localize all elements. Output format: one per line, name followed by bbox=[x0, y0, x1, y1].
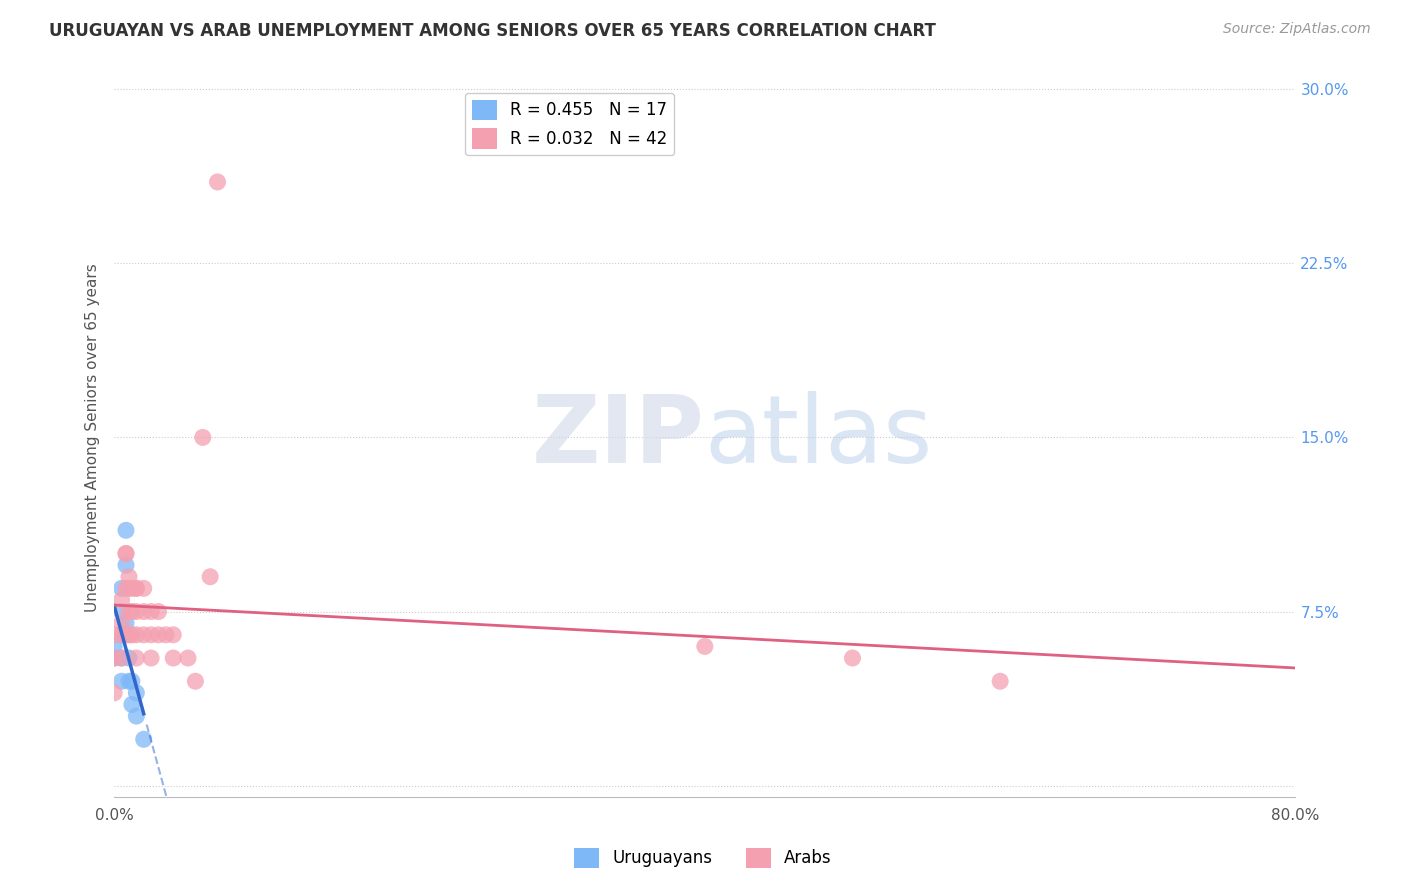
Point bbox=[841, 651, 863, 665]
Y-axis label: Unemployment Among Seniors over 65 years: Unemployment Among Seniors over 65 years bbox=[86, 263, 100, 612]
Point bbox=[191, 430, 214, 444]
Point bbox=[118, 628, 141, 642]
Point bbox=[115, 628, 138, 642]
Text: atlas: atlas bbox=[704, 392, 934, 483]
Point bbox=[207, 175, 229, 189]
Legend: R = 0.455   N = 17, R = 0.032   N = 42: R = 0.455 N = 17, R = 0.032 N = 42 bbox=[465, 93, 673, 155]
Point bbox=[115, 582, 138, 596]
Point bbox=[110, 616, 132, 631]
Point bbox=[139, 605, 162, 619]
Point bbox=[132, 582, 155, 596]
Point bbox=[121, 674, 143, 689]
Legend: Uruguayans, Arabs: Uruguayans, Arabs bbox=[568, 841, 838, 875]
Point bbox=[162, 628, 184, 642]
Point bbox=[121, 582, 143, 596]
Point bbox=[103, 628, 125, 642]
Point bbox=[121, 698, 143, 712]
Point bbox=[110, 628, 132, 642]
Point bbox=[118, 605, 141, 619]
Point bbox=[110, 651, 132, 665]
Point bbox=[125, 651, 148, 665]
Point bbox=[110, 605, 132, 619]
Point bbox=[103, 686, 125, 700]
Point bbox=[110, 582, 132, 596]
Point bbox=[132, 732, 155, 747]
Point bbox=[132, 605, 155, 619]
Point bbox=[115, 547, 138, 561]
Point bbox=[110, 593, 132, 607]
Point bbox=[139, 628, 162, 642]
Point bbox=[115, 558, 138, 573]
Point bbox=[115, 616, 138, 631]
Point bbox=[988, 674, 1011, 689]
Point bbox=[103, 651, 125, 665]
Point bbox=[118, 570, 141, 584]
Point bbox=[125, 709, 148, 723]
Point bbox=[125, 605, 148, 619]
Point bbox=[121, 628, 143, 642]
Text: URUGUAYAN VS ARAB UNEMPLOYMENT AMONG SENIORS OVER 65 YEARS CORRELATION CHART: URUGUAYAN VS ARAB UNEMPLOYMENT AMONG SEN… bbox=[49, 22, 936, 40]
Point bbox=[155, 628, 177, 642]
Point bbox=[110, 651, 132, 665]
Point bbox=[118, 674, 141, 689]
Point bbox=[125, 582, 148, 596]
Point bbox=[132, 628, 155, 642]
Point bbox=[177, 651, 200, 665]
Point bbox=[118, 651, 141, 665]
Point bbox=[115, 524, 138, 538]
Point bbox=[115, 547, 138, 561]
Point bbox=[162, 651, 184, 665]
Point bbox=[125, 686, 148, 700]
Point bbox=[139, 651, 162, 665]
Point bbox=[693, 640, 716, 654]
Point bbox=[121, 605, 143, 619]
Point bbox=[110, 674, 132, 689]
Point bbox=[110, 628, 132, 642]
Point bbox=[103, 640, 125, 654]
Point bbox=[184, 674, 207, 689]
Text: Source: ZipAtlas.com: Source: ZipAtlas.com bbox=[1223, 22, 1371, 37]
Point bbox=[103, 651, 125, 665]
Point bbox=[118, 582, 141, 596]
Point bbox=[125, 582, 148, 596]
Text: ZIP: ZIP bbox=[531, 392, 704, 483]
Point bbox=[125, 628, 148, 642]
Point bbox=[148, 628, 170, 642]
Point bbox=[148, 605, 170, 619]
Point bbox=[198, 570, 221, 584]
